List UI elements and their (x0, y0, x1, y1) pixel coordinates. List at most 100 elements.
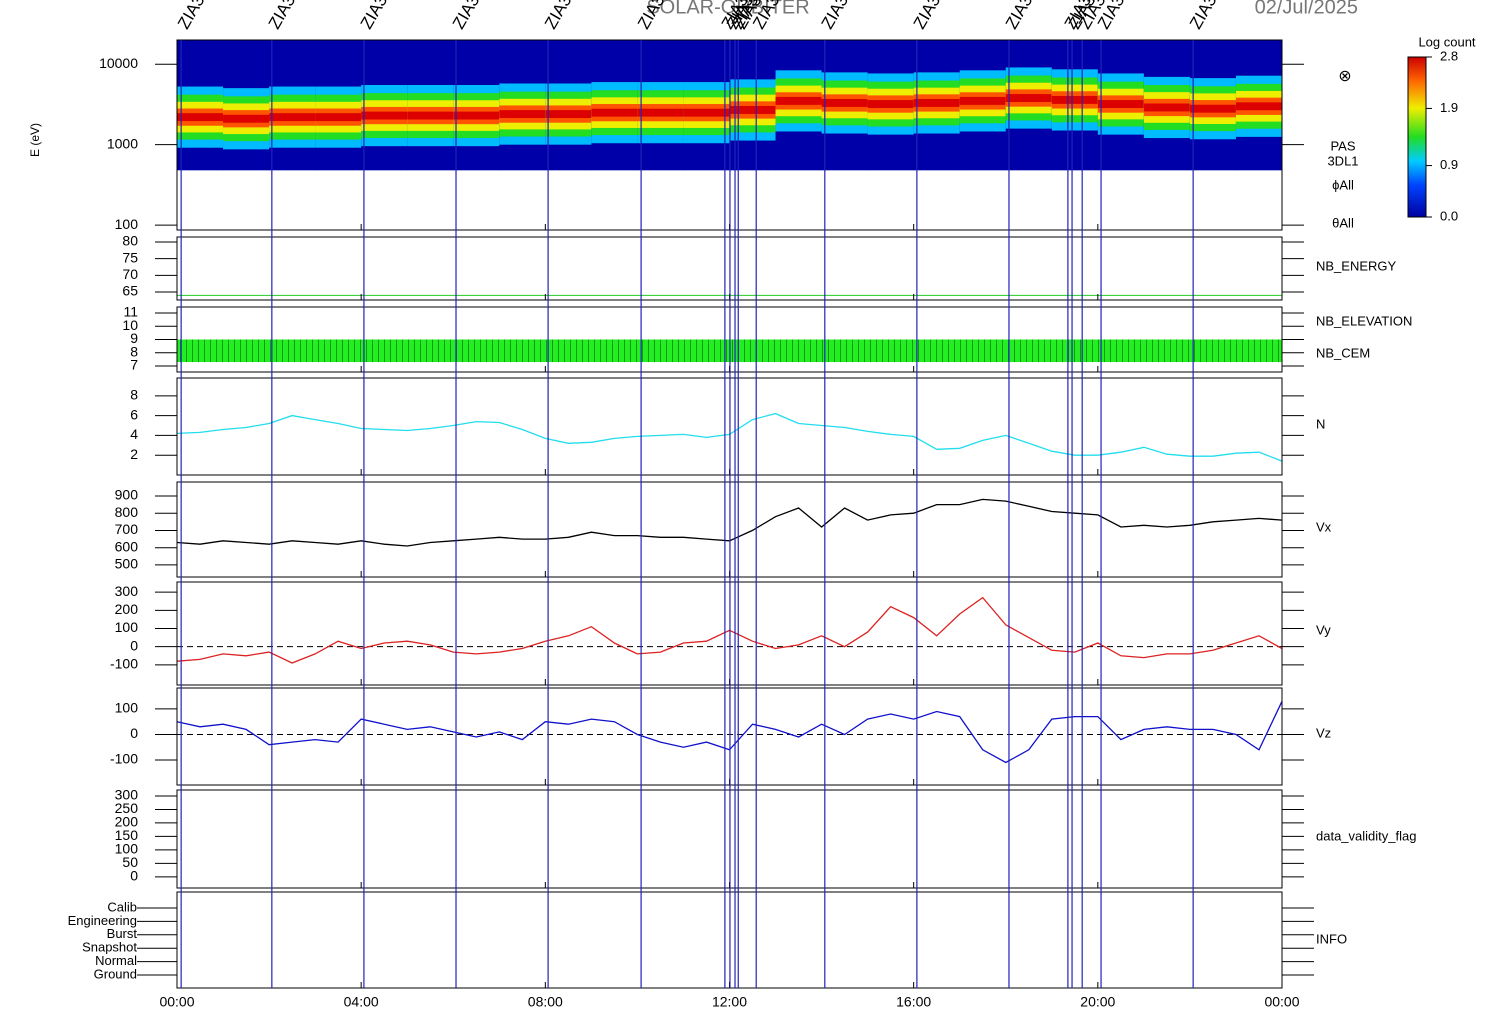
side-label: Vx (1316, 519, 1332, 534)
x-tick-label: 00:00 (1264, 994, 1299, 1010)
x-tick-label: 16:00 (896, 994, 931, 1010)
side-label: data_validity_flag (1316, 828, 1416, 843)
y-tick-label: 9 (130, 330, 138, 346)
y-tick-label: 1000 (107, 135, 138, 151)
x-tick-label: 00:00 (159, 994, 194, 1010)
y-tick-label: 100 (115, 841, 139, 857)
y-tick-label: Ground (94, 966, 137, 981)
spectrogram-cell (545, 110, 592, 119)
y-tick-label: Snapshot (82, 940, 137, 955)
side-label: INFO (1316, 931, 1347, 946)
x-tick-label: 20:00 (1080, 994, 1115, 1010)
y-tick-label: 4 (130, 426, 138, 442)
y-tick-label: 200 (115, 814, 139, 830)
event-label: ZIA3 (265, 0, 299, 32)
spectrogram-cell (269, 113, 316, 122)
y-tick-label: 8 (130, 387, 138, 403)
side-label: ϕAll (1332, 177, 1354, 192)
spectrogram-cell (867, 100, 915, 108)
side-label: 3DL1 (1327, 153, 1358, 168)
y-tick-label: Calib (107, 899, 137, 914)
side-label: NB_CEM (1316, 345, 1370, 360)
side-label: θAll (1332, 215, 1354, 230)
spectrogram-cell (591, 108, 638, 117)
event-label: ZIA3 (1002, 0, 1036, 32)
y-tick-label: 70 (122, 266, 138, 282)
y-tick-label: 50 (122, 854, 138, 870)
side-label: NB_ENERGY (1316, 258, 1397, 273)
colorbar (1407, 56, 1427, 218)
y-tick-label: 300 (115, 787, 139, 803)
spectrogram-cell (177, 113, 224, 122)
spectrogram-cell (913, 98, 961, 107)
y-tick-label: Engineering (68, 913, 137, 928)
y-tick-label: 7 (130, 357, 138, 373)
side-label: N (1316, 416, 1325, 431)
spectrogram-cell (361, 111, 408, 120)
event-label: ZIA3 (174, 0, 208, 32)
event-label: ZIA3 (449, 0, 483, 32)
event-label: ZIA3 (541, 0, 575, 32)
y-tick-label: 250 (115, 800, 139, 816)
y-tick-label: 8 (130, 343, 138, 359)
colorbar-label: Log count (1418, 34, 1475, 49)
y-tick-label: Burst (107, 926, 138, 941)
spectrogram-cell (1143, 103, 1191, 112)
y-tick-label: 100 (115, 216, 139, 232)
spectrogram-cell (729, 106, 777, 114)
side-label: Vy (1316, 622, 1331, 637)
spectrogram-cell (1235, 102, 1282, 111)
x-tick-label: 04:00 (344, 994, 379, 1010)
colorbar-tick-label: 0.0 (1440, 208, 1458, 223)
event-label: ZIA3 (910, 0, 944, 32)
spectrogram-cell (775, 96, 823, 105)
colorbar-tick-label: 0.9 (1440, 157, 1458, 172)
y-tick-label: 100 (115, 619, 139, 635)
y-tick-label: 65 (122, 283, 138, 299)
spectrogram-cell (499, 110, 546, 119)
spectrogram-cell (223, 114, 270, 123)
y-tick-label: 300 (115, 583, 139, 599)
spectrogram-cell (453, 111, 500, 120)
y-tick-label: 11 (123, 304, 138, 320)
spectrogram-cell (959, 96, 1007, 105)
y-tick-label: 6 (130, 406, 138, 422)
event-label: ZIA3 (357, 0, 391, 32)
spectrogram-cell (315, 113, 362, 122)
spectrogram-cell (637, 108, 684, 117)
spectrogram-cell (1189, 104, 1237, 113)
y-tick-label: 200 (115, 601, 139, 617)
spectrogram-cell (1097, 100, 1145, 108)
colorbar-tick-label: 2.8 (1440, 48, 1458, 63)
y-tick-label: 700 (115, 521, 139, 537)
y-tick-label: 10000 (99, 55, 138, 71)
y-tick-label: 2 (130, 446, 138, 462)
y-tick-label: 600 (115, 538, 139, 554)
side-label: PAS (1330, 138, 1355, 153)
y-tick-label: 0 (130, 637, 138, 653)
y-tick-label: Normal (95, 953, 137, 968)
symbol: ⊗ (1338, 68, 1351, 85)
spectrogram-cell (683, 108, 730, 117)
panel-plot (177, 40, 1282, 171)
y-tick-label: 10 (122, 317, 138, 333)
y-tick-label: -100 (110, 751, 138, 767)
event-label: ZIA3 (818, 0, 852, 32)
y-tick-label: 80 (122, 233, 138, 249)
x-tick-label: 08:00 (528, 994, 563, 1010)
y-tick-label: 100 (115, 700, 139, 716)
y-tick-label: 800 (115, 504, 139, 520)
spectrogram-cell (407, 111, 454, 120)
side-label: Vz (1316, 725, 1331, 740)
spectrogram-cell (821, 98, 869, 107)
spectrogram-cell (1005, 94, 1053, 102)
y-axis-label: E (eV) (28, 123, 42, 157)
y-tick-label: 0 (130, 868, 138, 884)
y-tick-label: 0 (130, 725, 138, 741)
y-tick-label: 75 (122, 249, 138, 265)
y-tick-label: 900 (115, 487, 139, 503)
title: SOLAR-ORBITER (646, 0, 809, 18)
y-tick-label: 500 (115, 556, 139, 572)
side-label: NB_ELEVATION (1316, 313, 1412, 328)
